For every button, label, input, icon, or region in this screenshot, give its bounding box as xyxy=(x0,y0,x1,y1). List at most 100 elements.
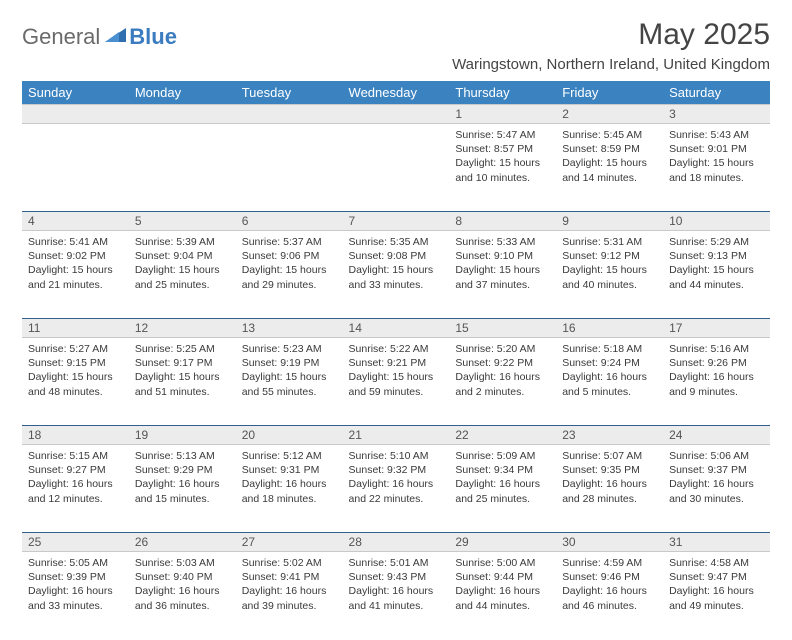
logo-text-blue: Blue xyxy=(129,24,177,50)
day-detail: Sunrise: 5:35 AMSunset: 9:08 PMDaylight:… xyxy=(343,231,450,298)
day-number-cell xyxy=(343,105,450,124)
day-number-cell: 5 xyxy=(129,212,236,231)
day-info-cell: Sunrise: 5:39 AMSunset: 9:04 PMDaylight:… xyxy=(129,231,236,319)
day-number-cell: 8 xyxy=(449,212,556,231)
day-info-cell: Sunrise: 4:59 AMSunset: 9:46 PMDaylight:… xyxy=(556,552,663,640)
day-info-cell: Sunrise: 5:23 AMSunset: 9:19 PMDaylight:… xyxy=(236,338,343,426)
day-info-cell: Sunrise: 5:37 AMSunset: 9:06 PMDaylight:… xyxy=(236,231,343,319)
day-info-cell: Sunrise: 5:13 AMSunset: 9:29 PMDaylight:… xyxy=(129,445,236,533)
day-number-cell: 24 xyxy=(663,426,770,445)
daynum-row: 45678910 xyxy=(22,212,770,231)
day-info-cell: Sunrise: 5:16 AMSunset: 9:26 PMDaylight:… xyxy=(663,338,770,426)
daynum-row: 123 xyxy=(22,105,770,124)
calendar-table: Sunday Monday Tuesday Wednesday Thursday… xyxy=(22,81,770,640)
day-info-cell: Sunrise: 5:00 AMSunset: 9:44 PMDaylight:… xyxy=(449,552,556,640)
day-detail: Sunrise: 5:02 AMSunset: 9:41 PMDaylight:… xyxy=(236,552,343,619)
day-detail: Sunrise: 5:07 AMSunset: 9:35 PMDaylight:… xyxy=(556,445,663,512)
day-info-cell: Sunrise: 5:09 AMSunset: 9:34 PMDaylight:… xyxy=(449,445,556,533)
title-block: May 2025 Waringstown, Northern Ireland, … xyxy=(452,18,770,73)
day-number-cell: 4 xyxy=(22,212,129,231)
day-detail: Sunrise: 5:03 AMSunset: 9:40 PMDaylight:… xyxy=(129,552,236,619)
day-detail: Sunrise: 5:01 AMSunset: 9:43 PMDaylight:… xyxy=(343,552,450,619)
logo: General Blue xyxy=(22,24,177,50)
day-number-cell: 22 xyxy=(449,426,556,445)
day-detail: Sunrise: 5:10 AMSunset: 9:32 PMDaylight:… xyxy=(343,445,450,512)
day-info-cell: Sunrise: 5:27 AMSunset: 9:15 PMDaylight:… xyxy=(22,338,129,426)
weekday-header: Friday xyxy=(556,81,663,105)
day-number-cell: 12 xyxy=(129,319,236,338)
day-number-cell: 2 xyxy=(556,105,663,124)
weekday-header: Wednesday xyxy=(343,81,450,105)
day-info-cell xyxy=(22,124,129,212)
day-number-cell: 13 xyxy=(236,319,343,338)
day-detail: Sunrise: 5:12 AMSunset: 9:31 PMDaylight:… xyxy=(236,445,343,512)
day-number-cell xyxy=(129,105,236,124)
day-number-cell: 17 xyxy=(663,319,770,338)
day-info-row: Sunrise: 5:05 AMSunset: 9:39 PMDaylight:… xyxy=(22,552,770,640)
day-detail: Sunrise: 5:47 AMSunset: 8:57 PMDaylight:… xyxy=(449,124,556,191)
day-detail: Sunrise: 4:59 AMSunset: 9:46 PMDaylight:… xyxy=(556,552,663,619)
day-detail: Sunrise: 5:33 AMSunset: 9:10 PMDaylight:… xyxy=(449,231,556,298)
day-info-cell: Sunrise: 5:05 AMSunset: 9:39 PMDaylight:… xyxy=(22,552,129,640)
weekday-header: Thursday xyxy=(449,81,556,105)
day-number-cell: 28 xyxy=(343,533,450,552)
day-info-row: Sunrise: 5:15 AMSunset: 9:27 PMDaylight:… xyxy=(22,445,770,533)
day-detail: Sunrise: 5:37 AMSunset: 9:06 PMDaylight:… xyxy=(236,231,343,298)
day-number-cell: 18 xyxy=(22,426,129,445)
month-title: May 2025 xyxy=(452,18,770,52)
day-info-cell: Sunrise: 5:35 AMSunset: 9:08 PMDaylight:… xyxy=(343,231,450,319)
day-detail: Sunrise: 5:00 AMSunset: 9:44 PMDaylight:… xyxy=(449,552,556,619)
day-number-cell: 31 xyxy=(663,533,770,552)
day-detail: Sunrise: 5:43 AMSunset: 9:01 PMDaylight:… xyxy=(663,124,770,191)
day-number-cell: 15 xyxy=(449,319,556,338)
day-detail: Sunrise: 5:25 AMSunset: 9:17 PMDaylight:… xyxy=(129,338,236,405)
header: General Blue May 2025 Waringstown, North… xyxy=(22,18,770,73)
day-detail: Sunrise: 4:58 AMSunset: 9:47 PMDaylight:… xyxy=(663,552,770,619)
weekday-header: Saturday xyxy=(663,81,770,105)
day-number-cell: 30 xyxy=(556,533,663,552)
day-info-cell xyxy=(236,124,343,212)
weekday-header: Sunday xyxy=(22,81,129,105)
day-detail: Sunrise: 5:41 AMSunset: 9:02 PMDaylight:… xyxy=(22,231,129,298)
day-info-cell: Sunrise: 5:45 AMSunset: 8:59 PMDaylight:… xyxy=(556,124,663,212)
day-info-cell: Sunrise: 5:33 AMSunset: 9:10 PMDaylight:… xyxy=(449,231,556,319)
day-number-cell: 20 xyxy=(236,426,343,445)
day-detail: Sunrise: 5:39 AMSunset: 9:04 PMDaylight:… xyxy=(129,231,236,298)
day-number-cell xyxy=(22,105,129,124)
day-number-cell: 25 xyxy=(22,533,129,552)
day-number-cell: 14 xyxy=(343,319,450,338)
day-info-cell: Sunrise: 5:43 AMSunset: 9:01 PMDaylight:… xyxy=(663,124,770,212)
day-info-cell: Sunrise: 5:31 AMSunset: 9:12 PMDaylight:… xyxy=(556,231,663,319)
day-number-cell: 6 xyxy=(236,212,343,231)
weekday-header: Monday xyxy=(129,81,236,105)
day-number-cell: 7 xyxy=(343,212,450,231)
day-info-cell: Sunrise: 5:18 AMSunset: 9:24 PMDaylight:… xyxy=(556,338,663,426)
day-number-cell: 19 xyxy=(129,426,236,445)
day-number-cell: 11 xyxy=(22,319,129,338)
day-number-cell xyxy=(236,105,343,124)
day-number-cell: 21 xyxy=(343,426,450,445)
day-detail: Sunrise: 5:05 AMSunset: 9:39 PMDaylight:… xyxy=(22,552,129,619)
day-detail: Sunrise: 5:13 AMSunset: 9:29 PMDaylight:… xyxy=(129,445,236,512)
day-detail: Sunrise: 5:45 AMSunset: 8:59 PMDaylight:… xyxy=(556,124,663,191)
day-info-cell: Sunrise: 5:41 AMSunset: 9:02 PMDaylight:… xyxy=(22,231,129,319)
day-info-cell: Sunrise: 5:07 AMSunset: 9:35 PMDaylight:… xyxy=(556,445,663,533)
day-info-cell: Sunrise: 5:03 AMSunset: 9:40 PMDaylight:… xyxy=(129,552,236,640)
logo-text-general: General xyxy=(22,24,100,50)
day-detail: Sunrise: 5:06 AMSunset: 9:37 PMDaylight:… xyxy=(663,445,770,512)
day-number-cell: 27 xyxy=(236,533,343,552)
weekday-header: Tuesday xyxy=(236,81,343,105)
day-number-cell: 16 xyxy=(556,319,663,338)
day-number-cell: 1 xyxy=(449,105,556,124)
weekday-header-row: Sunday Monday Tuesday Wednesday Thursday… xyxy=(22,81,770,105)
day-detail: Sunrise: 5:09 AMSunset: 9:34 PMDaylight:… xyxy=(449,445,556,512)
day-info-cell xyxy=(343,124,450,212)
day-info-cell: Sunrise: 5:15 AMSunset: 9:27 PMDaylight:… xyxy=(22,445,129,533)
day-detail: Sunrise: 5:15 AMSunset: 9:27 PMDaylight:… xyxy=(22,445,129,512)
daynum-row: 25262728293031 xyxy=(22,533,770,552)
day-info-cell: Sunrise: 5:10 AMSunset: 9:32 PMDaylight:… xyxy=(343,445,450,533)
day-info-cell: Sunrise: 5:29 AMSunset: 9:13 PMDaylight:… xyxy=(663,231,770,319)
day-detail: Sunrise: 5:20 AMSunset: 9:22 PMDaylight:… xyxy=(449,338,556,405)
day-number-cell: 9 xyxy=(556,212,663,231)
day-info-cell: Sunrise: 4:58 AMSunset: 9:47 PMDaylight:… xyxy=(663,552,770,640)
